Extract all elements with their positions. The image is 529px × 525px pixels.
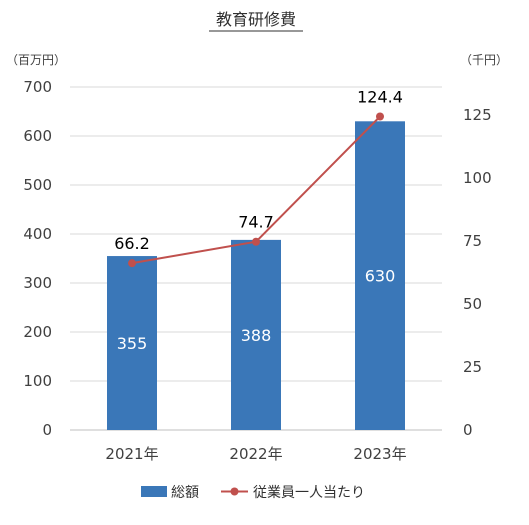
bar — [107, 256, 157, 430]
right-axis-ticks: 0 25 50 75 100 125 — [463, 106, 492, 439]
right-tick-label: 0 — [463, 421, 473, 439]
chart-title: 教育研修費 — [216, 10, 296, 29]
bar-series — [107, 121, 405, 431]
right-tick-label: 50 — [463, 295, 482, 313]
category-labels: 2021年 2022年 2023年 — [105, 445, 406, 463]
left-tick-label: 500 — [23, 176, 52, 194]
left-tick-label: 300 — [23, 274, 52, 292]
line-data-label: 74.7 — [238, 213, 274, 232]
left-tick-label: 600 — [23, 127, 52, 145]
legend-bar-label: 総額 — [171, 485, 199, 501]
line-series — [128, 112, 384, 268]
bar — [355, 121, 405, 431]
category-label: 2022年 — [229, 445, 282, 463]
left-tick-label: 700 — [23, 78, 52, 96]
right-axis-unit: （千円） — [460, 53, 508, 67]
bar-data-labels: 355 388 630 — [117, 267, 396, 353]
left-axis-ticks: 0 100 200 300 400 500 600 700 — [23, 78, 52, 439]
category-label: 2023年 — [353, 445, 406, 463]
bar-data-label: 388 — [241, 326, 272, 345]
line-data-label: 124.4 — [357, 87, 403, 106]
bar-data-label: 355 — [117, 334, 148, 353]
right-tick-label: 125 — [463, 106, 492, 124]
category-label: 2021年 — [105, 445, 158, 463]
left-tick-label: 100 — [23, 372, 52, 390]
right-tick-label: 25 — [463, 358, 482, 376]
left-tick-label: 400 — [23, 225, 52, 243]
legend-bar-swatch — [141, 486, 167, 497]
right-tick-label: 75 — [463, 232, 482, 250]
left-tick-label: 0 — [42, 421, 52, 439]
line-point — [376, 112, 384, 121]
legend: 総額 従業員一人当たり — [141, 485, 365, 501]
left-tick-label: 200 — [23, 323, 52, 341]
line-point — [128, 259, 136, 268]
right-tick-label: 100 — [463, 169, 492, 187]
legend-line-marker — [230, 487, 239, 496]
line-data-labels: 66.2 74.7 124.4 — [114, 87, 403, 253]
legend-line-label: 従業員一人当たり — [253, 485, 365, 501]
bar-data-label: 630 — [365, 267, 396, 286]
bar — [231, 239, 281, 430]
line-data-label: 66.2 — [114, 234, 150, 253]
left-axis-unit: （百万円） — [6, 53, 66, 67]
line-point — [252, 237, 260, 246]
